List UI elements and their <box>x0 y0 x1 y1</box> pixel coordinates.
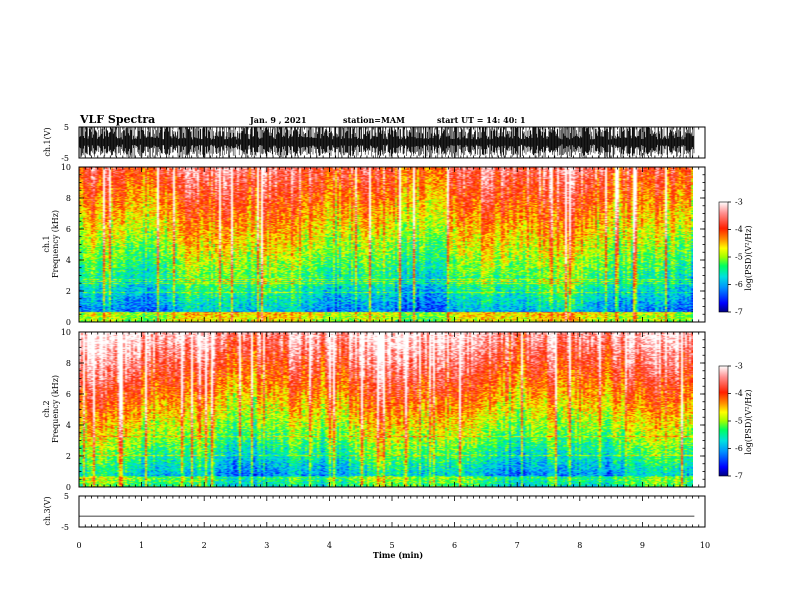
colorbar-tick-label: -6 <box>735 444 743 453</box>
ch2-colorbar-gradient <box>718 365 729 477</box>
ch2-spectrogram-ylabel-line2: Frequency (kHz) <box>51 375 60 443</box>
ch1-colorbar-gradient <box>718 201 729 313</box>
colorbar-tick-label: -4 <box>735 389 743 398</box>
colorbar-tick-label: -5 <box>735 253 743 262</box>
ch1-colorbar-label: log(PSD)(V²/Hz) <box>744 225 753 290</box>
ch3-waveform-ticks <box>78 496 706 527</box>
x-tick-label: 6 <box>452 541 457 550</box>
y-tick-label: 10 <box>61 328 71 337</box>
y-tick-label: 8 <box>66 194 71 203</box>
ch1-colorbar: -3 -4 -5 -6 -7 log(PSD)(V²/Hz) <box>718 198 753 317</box>
station-label: station=MAM <box>343 115 405 125</box>
ch3-ytick-bottom: -5 <box>61 523 69 532</box>
x-tick-label: 9 <box>640 541 645 550</box>
y-tick-label: 2 <box>66 452 71 461</box>
ch2-colorbar: -3 -4 -5 -6 -7 log(PSD)(V²/Hz) <box>718 362 753 481</box>
ch1-spectrogram-panel: 0 2 4 6 8 10 ch.1 Frequency (kHz) <box>42 163 706 327</box>
figure-title: VLF Spectra <box>79 113 155 126</box>
y-tick-label: 4 <box>66 256 71 265</box>
x-tick-label: 8 <box>577 541 582 550</box>
time-axis-tick-labels: 0 1 2 3 4 5 6 7 8 9 10 <box>76 541 710 550</box>
ch2-spectrogram-yticks: 0 2 4 6 8 10 <box>61 328 705 492</box>
x-tick-label: 2 <box>202 541 207 550</box>
y-tick-label: 6 <box>66 225 71 234</box>
date-label: Jan. 9 , 2021 <box>249 115 307 125</box>
y-tick-label: 0 <box>66 318 71 327</box>
ch3-waveform-panel: 5 -5 ch.3(V) 0 1 2 3 4 5 6 7 8 9 10 Time (min) <box>43 492 710 560</box>
y-tick-label: 2 <box>66 287 71 296</box>
y-tick-label: 0 <box>66 483 71 492</box>
ch1-spectrogram-xticks <box>78 167 706 322</box>
colorbar-tick-label: -5 <box>735 417 743 426</box>
x-tick-label: 10 <box>700 541 710 550</box>
y-tick-label: 10 <box>61 163 71 172</box>
x-tick-label: 1 <box>139 541 144 550</box>
ch1-ytick-top: 5 <box>64 123 69 132</box>
y-tick-label: 6 <box>66 390 71 399</box>
x-tick-label: 3 <box>264 541 269 550</box>
ch1-spectrogram-ylabel-line2: Frequency (kHz) <box>51 210 60 278</box>
x-tick-label: 0 <box>76 541 81 550</box>
ch1-spectrogram-yticks: 0 2 4 6 8 10 <box>61 163 705 327</box>
ch1-colorbar-ticks: -3 -4 -5 -6 -7 <box>728 198 743 317</box>
colorbar-tick-label: -3 <box>735 362 743 371</box>
x-tick-label: 5 <box>389 541 394 550</box>
colorbar-tick-label: -4 <box>735 225 743 234</box>
ch3-ytick-top: 5 <box>64 492 69 501</box>
ch1-spectrogram-ylabel-line1: ch.1 <box>42 235 51 252</box>
ch1-waveform-ticks <box>78 127 706 158</box>
ch2-spectrogram-ylabel-line1: ch.2 <box>42 400 51 417</box>
colorbar-tick-label: -7 <box>735 308 743 317</box>
x-tick-label: 7 <box>515 541 520 550</box>
ch1-spectrogram-image <box>79 167 693 322</box>
ch1-waveform-ylabel: ch.1(V) <box>43 127 52 156</box>
ch2-spectrogram-panel: 0 2 4 6 8 10 ch.2 Frequency (kHz) <box>42 328 706 492</box>
start-ut-label: start UT = 14: 40: 1 <box>437 115 526 125</box>
ch1-waveform-path <box>78 127 695 158</box>
colorbar-tick-label: -6 <box>735 280 743 289</box>
ch2-colorbar-ticks: -3 -4 -5 -6 -7 <box>728 362 743 481</box>
ch3-waveform-ylabel: ch.3(V) <box>43 496 52 525</box>
ch1-ytick-bottom: -5 <box>61 154 69 163</box>
colorbar-tick-label: -3 <box>735 198 743 207</box>
x-tick-label: 4 <box>327 541 332 550</box>
ch2-spectrogram-image <box>79 332 693 487</box>
time-axis-label: Time (min) <box>373 550 423 560</box>
y-tick-label: 4 <box>66 421 71 430</box>
y-tick-label: 8 <box>66 359 71 368</box>
ch1-waveform-trace <box>78 127 695 158</box>
ch2-colorbar-label: log(PSD)(V²/Hz) <box>744 389 753 454</box>
ch2-spectrogram-xticks <box>78 332 706 487</box>
ch1-waveform-panel: 5 -5 ch.1(V) <box>43 123 706 163</box>
colorbar-tick-label: -7 <box>735 472 743 481</box>
